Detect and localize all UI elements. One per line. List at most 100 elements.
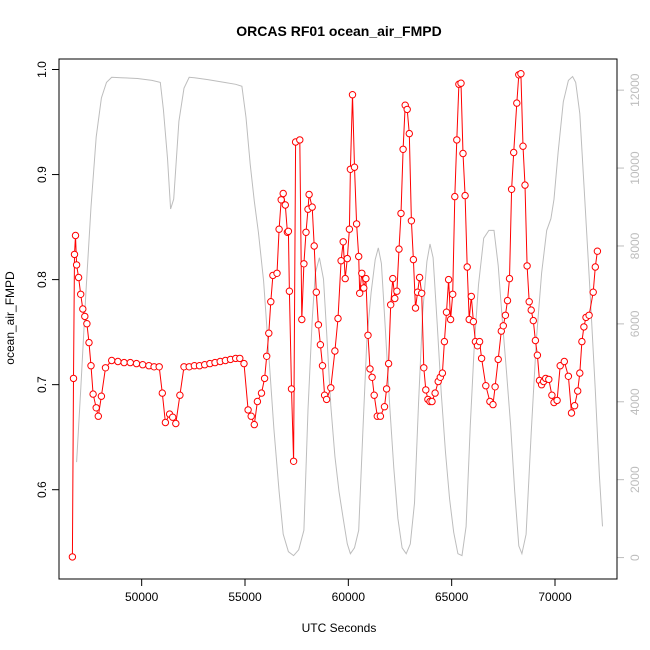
y2-tick-label: 0 xyxy=(628,554,642,561)
chart-title: ORCAS RF01 ocean_air_FMPD xyxy=(236,23,441,39)
data-point xyxy=(567,409,576,417)
data-point xyxy=(428,397,436,406)
y-tick-label: 0.8 xyxy=(35,271,49,288)
data-point xyxy=(525,298,533,306)
data-point xyxy=(393,287,401,295)
data-point xyxy=(101,364,110,372)
data-point xyxy=(334,314,342,323)
data-point xyxy=(348,91,357,99)
data-point xyxy=(92,404,100,412)
data-point xyxy=(442,308,451,316)
data-point xyxy=(489,400,497,409)
data-point xyxy=(418,289,426,297)
data-point xyxy=(161,418,170,427)
series-group xyxy=(68,70,603,561)
data-point xyxy=(281,201,289,209)
data-point xyxy=(70,250,79,259)
data-point xyxy=(126,358,135,367)
data-point xyxy=(284,227,293,236)
data-point xyxy=(358,269,366,277)
data-point xyxy=(440,337,449,346)
data-point xyxy=(279,189,287,198)
data-point xyxy=(366,365,374,373)
data-point xyxy=(327,384,335,392)
data-point xyxy=(553,396,561,405)
data-point xyxy=(446,315,455,324)
data-point xyxy=(380,403,389,411)
x-axis-label: UTC Seconds xyxy=(302,621,377,635)
data-point xyxy=(444,275,453,284)
data-point xyxy=(310,242,318,250)
data-point xyxy=(305,190,313,199)
y-tick-label: 0.9 xyxy=(35,166,49,183)
y2-tick-label: 4000 xyxy=(628,388,642,415)
data-point xyxy=(155,363,163,371)
data-point xyxy=(453,136,461,144)
data-point xyxy=(300,260,308,268)
data-point xyxy=(322,395,331,404)
data-point xyxy=(352,220,361,228)
data-point xyxy=(345,225,354,233)
data-point xyxy=(172,419,180,428)
data-point xyxy=(407,217,416,225)
data-point xyxy=(545,375,553,384)
data-point xyxy=(403,105,411,114)
data-point xyxy=(505,274,514,283)
data-point xyxy=(312,288,320,296)
data-point xyxy=(355,252,363,261)
data-point xyxy=(318,362,327,370)
data-point xyxy=(71,231,80,240)
data-point xyxy=(519,142,527,150)
data-point xyxy=(360,284,368,292)
data-point xyxy=(405,129,413,138)
data-point xyxy=(83,320,91,328)
data-point xyxy=(399,145,407,154)
data-point xyxy=(308,203,316,211)
right-axis-series-line xyxy=(76,75,603,557)
y-tick-label: 1.0 xyxy=(35,61,49,78)
data-point xyxy=(316,341,325,349)
data-point xyxy=(513,99,521,107)
data-point xyxy=(265,329,273,337)
data-point xyxy=(580,323,588,331)
data-point xyxy=(77,290,85,298)
data-point xyxy=(382,385,391,393)
data-point xyxy=(531,336,540,345)
y-axis-label: ocean_air_FMPD xyxy=(3,271,17,365)
data-point xyxy=(108,356,116,365)
data-point xyxy=(370,391,378,399)
data-point xyxy=(391,294,399,303)
data-point xyxy=(285,287,294,295)
y2-tick-label: 8000 xyxy=(628,232,642,259)
data-point xyxy=(570,402,579,410)
data-point xyxy=(475,337,484,346)
data-point xyxy=(337,257,345,265)
data-point xyxy=(267,298,275,306)
data-point xyxy=(94,412,103,420)
data-point xyxy=(463,263,471,271)
data-point xyxy=(132,359,141,368)
data-point xyxy=(548,391,556,399)
data-point xyxy=(494,355,502,364)
data-point xyxy=(368,373,376,381)
data-point xyxy=(467,292,475,301)
data-point xyxy=(253,397,262,406)
data-point xyxy=(585,311,593,319)
data-point xyxy=(523,262,531,270)
plot-frame xyxy=(58,58,618,580)
data-point xyxy=(527,306,535,314)
data-point xyxy=(176,391,184,399)
data-point xyxy=(87,362,95,370)
data-point xyxy=(510,148,518,157)
x-tick-label: 50000 xyxy=(125,590,159,604)
data-point xyxy=(362,274,370,283)
data-point xyxy=(589,288,597,296)
data-point xyxy=(74,273,83,282)
data-point xyxy=(247,412,255,420)
data-point xyxy=(499,322,507,330)
x-tick-label: 65000 xyxy=(435,590,469,604)
data-point xyxy=(273,269,281,277)
data-point xyxy=(68,553,77,561)
data-point xyxy=(85,338,93,347)
data-point xyxy=(449,290,457,298)
